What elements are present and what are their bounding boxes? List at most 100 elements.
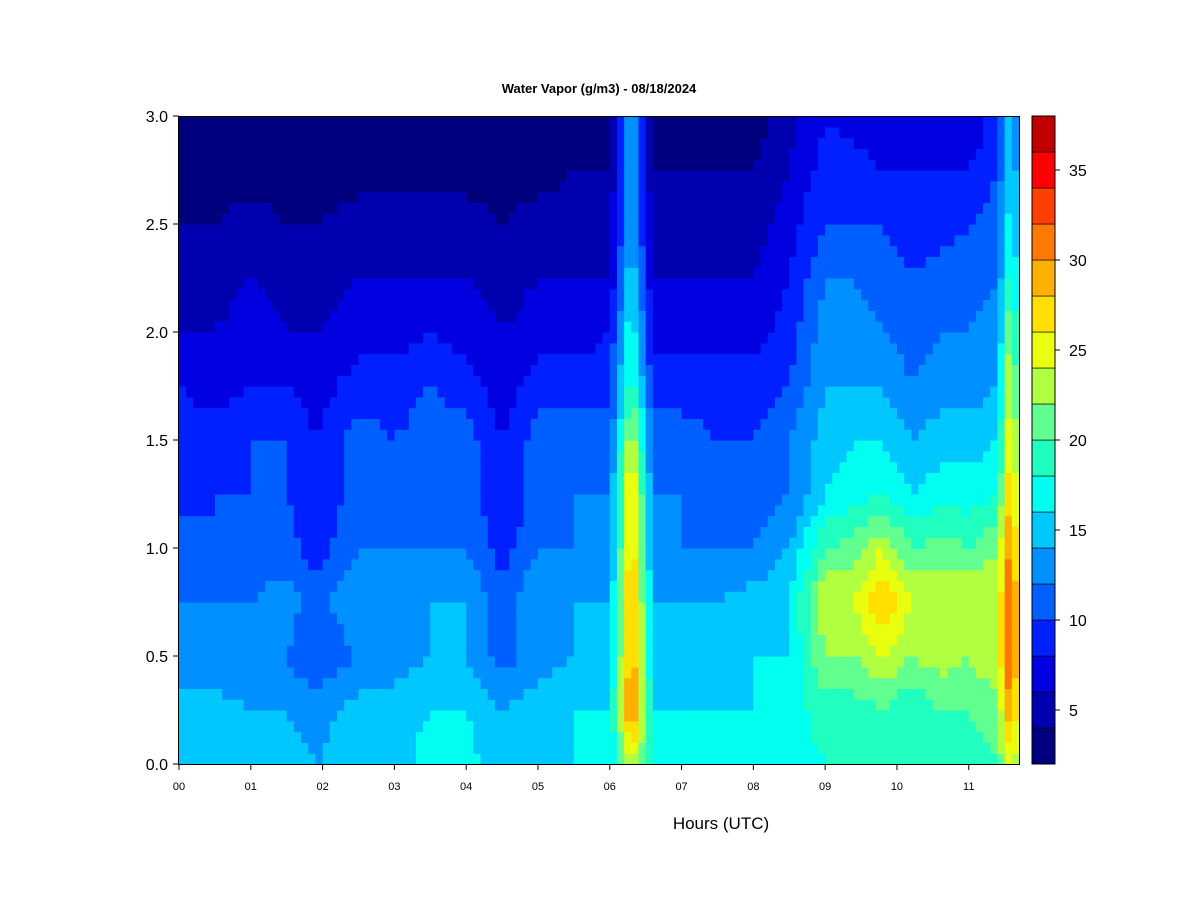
heatmap-cell <box>760 202 769 214</box>
heatmap-cell <box>265 548 273 560</box>
heatmap-cell <box>329 170 338 182</box>
heatmap-cell <box>559 224 568 236</box>
heatmap-cell <box>286 191 295 203</box>
heatmap-cell <box>301 202 309 214</box>
heatmap-cell <box>236 353 245 365</box>
heatmap-cell <box>731 234 740 247</box>
heatmap-cell <box>229 504 238 517</box>
heatmap-cell <box>179 612 187 625</box>
heatmap-cell <box>667 245 675 257</box>
heatmap-cell <box>717 677 726 689</box>
heatmap-cell <box>703 753 711 765</box>
heatmap-cell <box>365 515 374 527</box>
heatmap-cell <box>480 299 489 311</box>
heatmap-cell <box>731 310 740 322</box>
heatmap-cell <box>674 342 683 355</box>
heatmap-cell <box>186 677 194 689</box>
heatmap-cell <box>322 548 331 560</box>
heatmap-cell <box>516 645 525 657</box>
heatmap-cell <box>308 267 317 279</box>
heatmap-cell <box>724 213 733 225</box>
heatmap-cell <box>588 353 597 365</box>
heatmap-cell <box>423 213 431 225</box>
heatmap-cell <box>502 753 510 765</box>
heatmap-cell <box>502 375 510 387</box>
heatmap-cell <box>329 666 338 679</box>
heatmap-cell <box>272 386 281 398</box>
heatmap-cell <box>179 699 187 711</box>
heatmap-cell <box>566 245 575 257</box>
heatmap-cell <box>200 710 209 722</box>
heatmap-cell <box>616 126 625 139</box>
heatmap-cell <box>272 580 281 592</box>
heatmap-cell <box>573 602 582 614</box>
heatmap-cell <box>588 602 597 614</box>
heatmap-cell <box>739 278 747 290</box>
heatmap-cell <box>660 321 668 333</box>
heatmap-cell <box>408 148 417 160</box>
heatmap-cell <box>329 504 338 517</box>
heatmap-cell <box>588 256 597 268</box>
heatmap-cell <box>516 710 525 722</box>
heatmap-cell <box>746 634 754 646</box>
heatmap-cell <box>652 548 661 560</box>
heatmap-cell <box>724 375 733 387</box>
heatmap-cell <box>624 137 632 149</box>
heatmap-cell <box>537 299 546 311</box>
heatmap-cell <box>717 720 726 733</box>
heatmap-cell <box>530 699 539 711</box>
heatmap-cell <box>293 666 302 679</box>
heatmap-cell <box>695 148 704 160</box>
heatmap-cell <box>724 418 733 430</box>
heatmap-cell <box>652 245 661 257</box>
heatmap-cell <box>746 407 754 419</box>
heatmap-cell <box>710 461 719 473</box>
heatmap-cell <box>717 602 726 614</box>
heatmap-cell <box>695 116 704 128</box>
heatmap-cell <box>351 256 360 268</box>
heatmap-cell <box>179 321 187 333</box>
heatmap-cell <box>250 364 259 376</box>
heatmap-cell <box>703 602 711 614</box>
heatmap-cell <box>380 170 388 182</box>
heatmap-cell <box>616 461 625 473</box>
heatmap-cell <box>609 450 618 463</box>
heatmap-cell <box>566 742 575 754</box>
heatmap-cell <box>552 634 561 646</box>
heatmap-cell <box>767 494 776 506</box>
heatmap-cell <box>595 191 604 203</box>
heatmap-cell <box>537 386 546 398</box>
heatmap-cell <box>695 504 704 517</box>
heatmap-cell <box>760 623 769 635</box>
heatmap-cell <box>265 299 273 311</box>
heatmap-cell <box>250 494 259 506</box>
heatmap-cell <box>509 742 518 754</box>
heatmap-cell <box>717 753 726 765</box>
heatmap-cell <box>444 537 453 549</box>
heatmap-cell <box>552 515 561 527</box>
heatmap-cell <box>774 710 783 722</box>
heatmap-cell <box>609 677 618 689</box>
heatmap-cell <box>329 429 338 441</box>
heatmap-cell <box>265 515 273 527</box>
heatmap-cell <box>444 710 453 722</box>
heatmap-cell <box>286 170 295 182</box>
heatmap-cell <box>717 418 726 430</box>
heatmap-cell <box>588 234 597 247</box>
heatmap-cell <box>394 569 403 581</box>
heatmap-cell <box>214 148 223 160</box>
heatmap-cell <box>645 407 654 419</box>
heatmap-cell <box>257 461 266 473</box>
heatmap-cell <box>480 245 489 257</box>
heatmap-cell <box>631 342 640 355</box>
heatmap-cell <box>265 580 273 592</box>
heatmap-cell <box>724 526 733 538</box>
heatmap-cell <box>444 472 453 484</box>
heatmap-cell <box>394 742 403 754</box>
heatmap-cell <box>502 407 510 419</box>
heatmap-cell <box>739 429 747 441</box>
heatmap-cell <box>459 321 467 333</box>
heatmap-cell <box>466 677 474 689</box>
heatmap-cell <box>222 137 230 149</box>
heatmap-cell <box>494 364 503 376</box>
